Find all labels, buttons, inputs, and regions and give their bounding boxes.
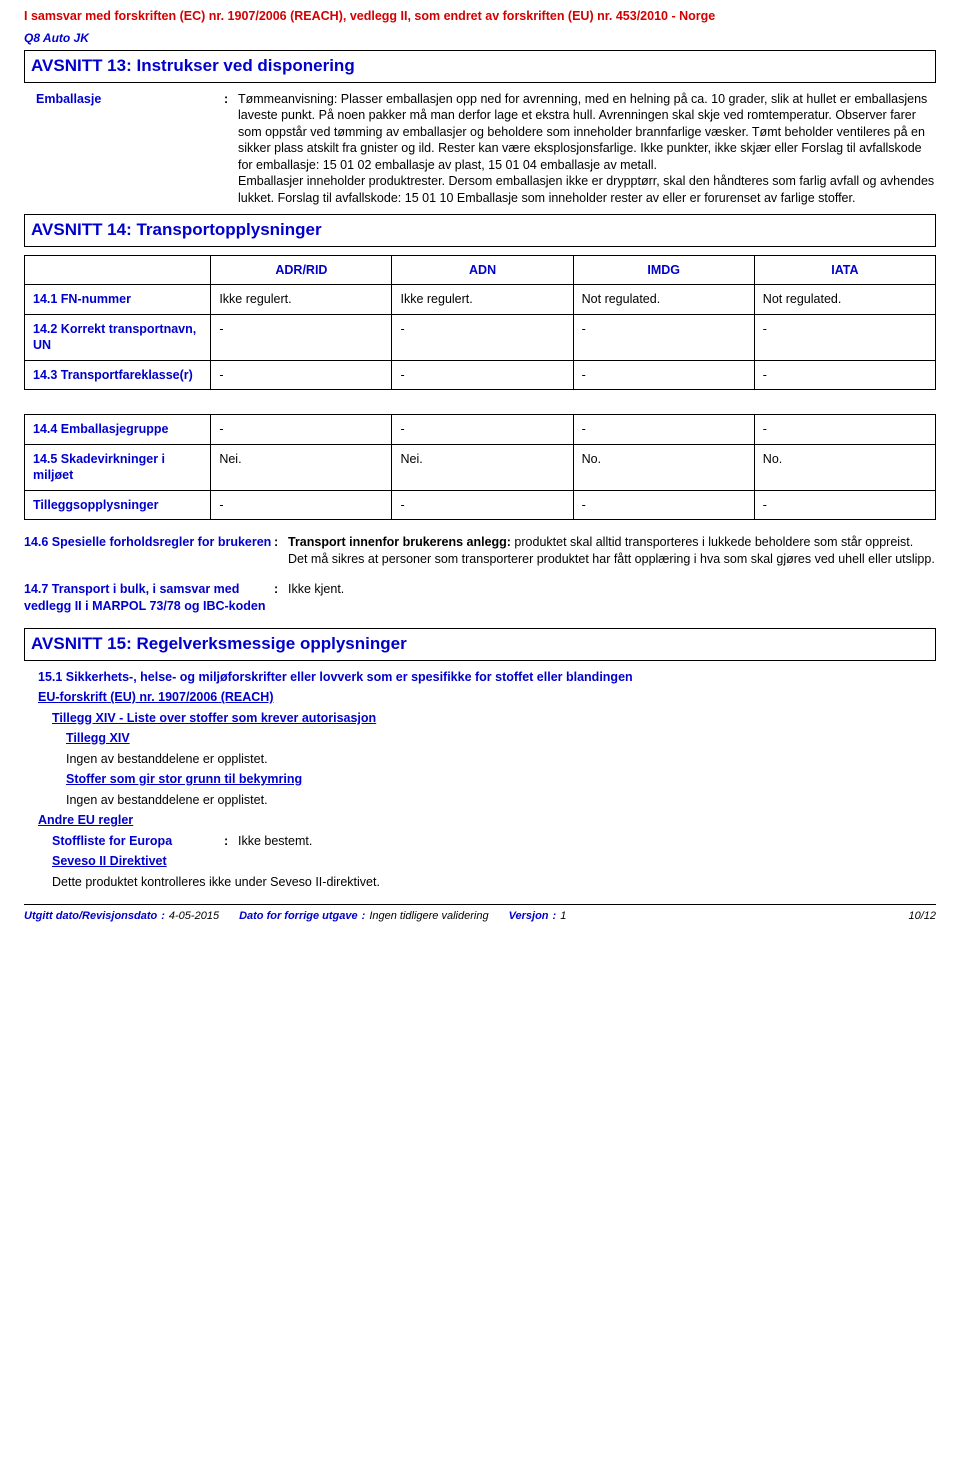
footer-value-3: 1 xyxy=(560,909,566,924)
page-number: 10/12 xyxy=(908,909,936,924)
section-15-bar: AVSNITT 15: Regelverksmessige opplysning… xyxy=(24,628,936,660)
table-row: Tilleggsopplysninger - - - - xyxy=(25,490,936,520)
footer-value-2: Ingen tidligere validering xyxy=(369,909,488,924)
label-14-7: 14.7 Transport i bulk, i samsvar med ved… xyxy=(24,581,274,614)
section-13-title: AVSNITT 13: Instrukser ved disponering xyxy=(31,55,929,77)
colon: : xyxy=(274,534,288,567)
tillegg-xiv-link[interactable]: Tillegg XIV xyxy=(24,730,936,747)
transport-table-1: ADR/RID ADN IMDG IATA 14.1 FN-nummer Ikk… xyxy=(24,255,936,391)
transport-table-2: 14.4 Emballasjegruppe - - - - 14.5 Skade… xyxy=(24,414,936,520)
section-14-title: AVSNITT 14: Transportopplysninger xyxy=(31,219,929,241)
cell: - xyxy=(211,415,392,445)
none-listed-2: Ingen av bestanddelene er opplistet. xyxy=(24,792,936,809)
cell: Nei. xyxy=(211,444,392,490)
section-14-bar: AVSNITT 14: Transportopplysninger xyxy=(24,214,936,246)
sub-15-1: 15.1 Sikkerhets-, helse- og miljøforskri… xyxy=(24,669,936,686)
cell: Ikke regulert. xyxy=(211,285,392,315)
row-14-7: 14.7 Transport i bulk, i samsvar med ved… xyxy=(24,581,936,614)
cell: - xyxy=(754,415,935,445)
cell: - xyxy=(573,360,754,390)
row-label: 14.5 Skadevirkninger i miljøet xyxy=(25,444,211,490)
row-14-6: 14.6 Spesielle forholdsregler for bruker… xyxy=(24,534,936,567)
label-14-6: 14.6 Spesielle forholdsregler for bruker… xyxy=(24,534,274,567)
stoffliste-label: Stoffliste for Europa xyxy=(24,833,224,850)
eu-reach-link[interactable]: EU-forskrift (EU) nr. 1907/2006 (REACH) xyxy=(24,689,936,706)
tillegg-xiv-list-link[interactable]: Tillegg XIV - Liste over stoffer som kre… xyxy=(24,710,936,727)
cell: - xyxy=(392,415,573,445)
table-row: 14.5 Skadevirkninger i miljøet Nei. Nei.… xyxy=(25,444,936,490)
footer-value-1: 4-05-2015 xyxy=(169,909,219,924)
emballasje-label: Emballasje xyxy=(24,91,224,207)
colon: : xyxy=(274,581,288,614)
cell: - xyxy=(392,314,573,360)
col-imdg: IMDG xyxy=(573,255,754,285)
value-14-7: Ikke kjent. xyxy=(288,581,936,614)
seveso-link[interactable]: Seveso II Direktivet xyxy=(24,853,936,870)
cell: - xyxy=(754,490,935,520)
value-14-6-bold: Transport innenfor brukerens anlegg: xyxy=(288,535,511,549)
andre-eu-link[interactable]: Andre EU regler xyxy=(24,812,936,829)
stoffliste-row: Stoffliste for Europa : Ikke bestemt. xyxy=(24,833,936,850)
cell: - xyxy=(573,490,754,520)
page-footer: Utgitt dato/Revisjonsdato : 4-05-2015 Da… xyxy=(24,905,936,928)
row-label: 14.1 FN-nummer xyxy=(25,285,211,315)
colon: : xyxy=(224,91,238,207)
colon: : xyxy=(224,833,238,850)
table-row: 14.2 Korrekt transportnavn, UN - - - - xyxy=(25,314,936,360)
table-row: 14.1 FN-nummer Ikke regulert. Ikke regul… xyxy=(25,285,936,315)
table-row: 14.4 Emballasjegruppe - - - - xyxy=(25,415,936,445)
product-name: Q8 Auto JK xyxy=(24,31,936,47)
value-14-6: Transport innenfor brukerens anlegg: pro… xyxy=(288,534,936,567)
seveso-text: Dette produktet kontrolleres ikke under … xyxy=(24,874,936,891)
row-label: 14.4 Emballasjegruppe xyxy=(25,415,211,445)
cell: - xyxy=(211,314,392,360)
section-13-bar: AVSNITT 13: Instrukser ved disponering xyxy=(24,50,936,82)
cell: - xyxy=(754,360,935,390)
col-adn: ADN xyxy=(392,255,573,285)
row-label: Tilleggsopplysninger xyxy=(25,490,211,520)
regulation-header: I samsvar med forskriften (EC) nr. 1907/… xyxy=(24,8,936,25)
cell: - xyxy=(392,360,573,390)
col-adr: ADR/RID xyxy=(211,255,392,285)
cell: - xyxy=(754,314,935,360)
cell: - xyxy=(392,490,573,520)
none-listed-1: Ingen av bestanddelene er opplistet. xyxy=(24,751,936,768)
col-iata: IATA xyxy=(754,255,935,285)
emballasje-value: Tømmeanvisning: Plasser emballasjen opp … xyxy=(238,91,936,207)
cell: Nei. xyxy=(392,444,573,490)
cell: - xyxy=(211,490,392,520)
cell: - xyxy=(573,415,754,445)
footer-label-3: Versjon xyxy=(509,909,549,924)
row-label: 14.3 Transportfareklasse(r) xyxy=(25,360,211,390)
emballasje-row: Emballasje : Tømmeanvisning: Plasser emb… xyxy=(24,91,936,207)
cell: Not regulated. xyxy=(754,285,935,315)
cell: Ikke regulert. xyxy=(392,285,573,315)
footer-label-1: Utgitt dato/Revisjonsdato xyxy=(24,909,157,924)
concern-link[interactable]: Stoffer som gir stor grunn til bekymring xyxy=(24,771,936,788)
cell: Not regulated. xyxy=(573,285,754,315)
cell: No. xyxy=(754,444,935,490)
cell: - xyxy=(573,314,754,360)
footer-label-2: Dato for forrige utgave xyxy=(239,909,358,924)
table-row: 14.3 Transportfareklasse(r) - - - - xyxy=(25,360,936,390)
stoffliste-value: Ikke bestemt. xyxy=(238,833,936,850)
section-15-title: AVSNITT 15: Regelverksmessige opplysning… xyxy=(31,633,929,655)
cell: - xyxy=(211,360,392,390)
row-label: 14.2 Korrekt transportnavn, UN xyxy=(25,314,211,360)
cell: No. xyxy=(573,444,754,490)
